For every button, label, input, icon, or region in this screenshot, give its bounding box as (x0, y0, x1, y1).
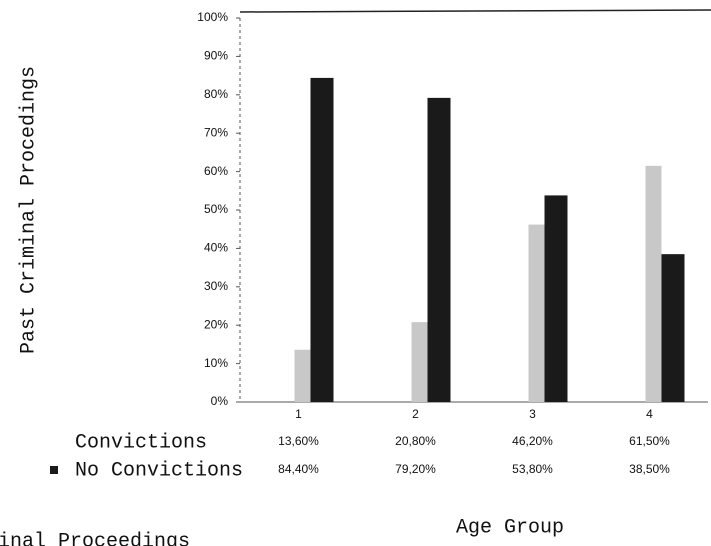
value-label: 61,50% (629, 434, 670, 448)
legend-label: Convictions (75, 431, 207, 454)
value-label: 46,20% (512, 434, 553, 448)
y-tick-label: 50% (204, 202, 228, 216)
x-tick-label: 1 (295, 407, 302, 421)
bar (645, 165, 662, 402)
x-tick-label: 4 (646, 407, 653, 421)
value-label: 53,80% (512, 462, 553, 476)
value-label: 79,20% (395, 462, 436, 476)
bar (544, 195, 568, 402)
y-tick-label: 40% (204, 241, 228, 255)
y-tick-label: 100% (197, 10, 228, 24)
y-tick-label: 30% (204, 279, 228, 293)
legend-label: No Convictions (75, 459, 243, 482)
bar (294, 349, 311, 402)
y-tick-label: 60% (204, 164, 228, 178)
y-tick-label: 70% (204, 125, 228, 139)
value-label: 20,80% (395, 434, 436, 448)
y-tick-label: 90% (204, 49, 228, 63)
y-tick-label: 10% (204, 356, 228, 370)
y-tick-label: 80% (204, 87, 228, 101)
bar (661, 254, 685, 402)
y-tick-label: 0% (211, 394, 229, 408)
bar (528, 224, 545, 402)
x-axis-label: Age Group (456, 516, 564, 539)
legend-swatch (50, 466, 58, 474)
x-tick-label: 2 (412, 407, 419, 421)
value-label: 38,50% (629, 462, 670, 476)
x-tick-label: 3 (529, 407, 536, 421)
y-axis-label: Past Criminal Procedings (17, 66, 40, 354)
bar (427, 97, 451, 402)
value-label: 84,40% (278, 462, 319, 476)
y-tick-label: 20% (204, 317, 228, 331)
bar (411, 322, 428, 402)
chart-title: inal Proceedings (0, 530, 190, 546)
top-border (239, 9, 711, 13)
bar (310, 77, 334, 403)
value-label: 13,60% (278, 434, 319, 448)
